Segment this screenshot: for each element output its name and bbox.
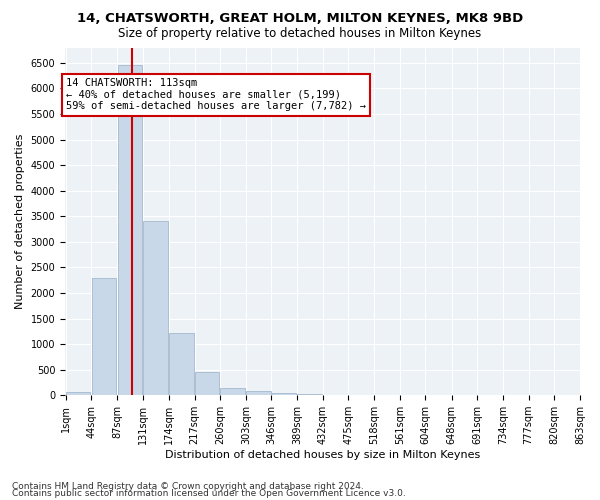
Y-axis label: Number of detached properties: Number of detached properties: [15, 134, 25, 309]
Bar: [323, 394, 347, 395]
Text: Contains HM Land Registry data © Crown copyright and database right 2024.: Contains HM Land Registry data © Crown c…: [12, 482, 364, 491]
Bar: [118, 66, 142, 395]
Text: Contains public sector information licensed under the Open Government Licence v3: Contains public sector information licen…: [12, 489, 406, 498]
Bar: [220, 388, 245, 395]
Bar: [246, 392, 271, 395]
Bar: [143, 222, 168, 395]
Text: Size of property relative to detached houses in Milton Keynes: Size of property relative to detached ho…: [118, 28, 482, 40]
X-axis label: Distribution of detached houses by size in Milton Keynes: Distribution of detached houses by size …: [165, 450, 480, 460]
Bar: [66, 392, 91, 395]
Bar: [298, 394, 322, 395]
Bar: [92, 278, 116, 395]
Text: 14 CHATSWORTH: 113sqm
← 40% of detached houses are smaller (5,199)
59% of semi-d: 14 CHATSWORTH: 113sqm ← 40% of detached …: [66, 78, 366, 112]
Text: 14, CHATSWORTH, GREAT HOLM, MILTON KEYNES, MK8 9BD: 14, CHATSWORTH, GREAT HOLM, MILTON KEYNE…: [77, 12, 523, 26]
Bar: [195, 372, 219, 395]
Bar: [169, 333, 194, 395]
Bar: [272, 392, 296, 395]
